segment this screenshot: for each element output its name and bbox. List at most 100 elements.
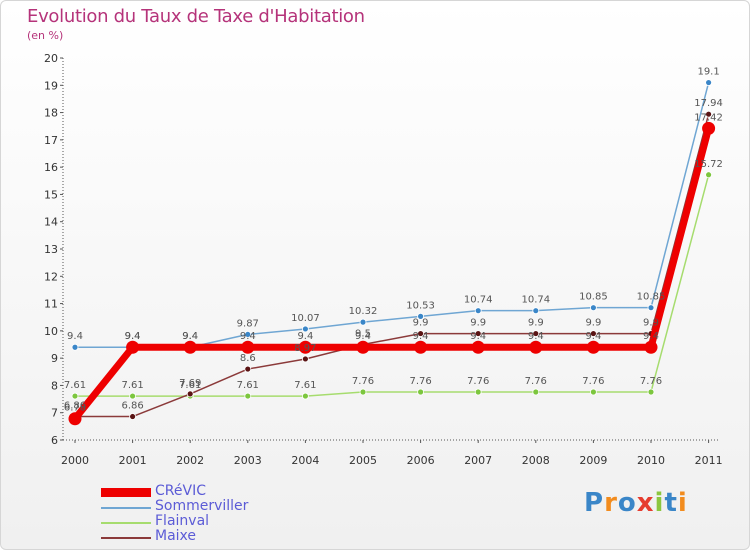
- y-tick-label: 14: [44, 216, 58, 229]
- data-point-maixe: [129, 413, 137, 420]
- data-label-flainval: 7.61: [237, 380, 259, 391]
- x-tick-label: 2004: [291, 454, 319, 467]
- data-label-sommerviller: 10.74: [464, 295, 493, 306]
- y-tick-label: 18: [44, 107, 58, 120]
- data-point-flainval: [705, 171, 712, 179]
- x-tick-label: 2010: [637, 454, 665, 467]
- y-tick-label: 9: [51, 352, 58, 365]
- y-tick-label: 12: [44, 270, 58, 283]
- legend-swatch: [101, 488, 151, 497]
- data-label-crevic: 9.4: [240, 331, 256, 342]
- data-point-flainval: [129, 392, 137, 400]
- data-point-maixe: [417, 330, 425, 337]
- series-maixe: [71, 110, 712, 420]
- data-point-crevic: [414, 340, 428, 354]
- data-label-maixe: 7.69: [179, 378, 201, 389]
- data-label-flainval: 7.76: [640, 376, 662, 387]
- x-tick-label: 2008: [522, 454, 550, 467]
- data-point-crevic: [471, 340, 485, 354]
- chart-axes: 6 7 8 9 10 11 12 13 14 15 16 17 18 19 20 2000 2001 2002 20…: [44, 52, 723, 467]
- data-point-maixe: [186, 390, 194, 398]
- data-label-crevic: 9.4: [643, 331, 659, 342]
- y-tick-label: 7: [51, 407, 58, 420]
- chart-title: Evolution du Taux de Taxe d'Habitation: [27, 6, 365, 27]
- data-label-flainval: 7.76: [409, 376, 431, 387]
- data-label-sommerviller: 10.74: [521, 295, 550, 306]
- data-label-sommerviller: 9.4: [125, 331, 141, 342]
- data-point-flainval: [359, 388, 367, 396]
- y-tick-label: 15: [44, 188, 58, 201]
- data-point-maixe: [244, 365, 252, 373]
- data-label-sommerviller: 9.87: [237, 318, 259, 329]
- data-label-maixe: 9.9: [413, 318, 429, 329]
- data-point-maixe: [590, 330, 597, 337]
- data-label-crevic: 9.4: [125, 331, 141, 342]
- data-label-maixe: 9.5: [355, 329, 371, 340]
- data-point-sommerviller: [532, 307, 540, 315]
- data-point-maixe: [532, 330, 540, 337]
- data-label-maixe: 8.97: [294, 343, 316, 354]
- series-line-sommerviller: [74, 81, 710, 348]
- data-point-sommerviller: [359, 318, 367, 326]
- x-tick-label: 2003: [234, 454, 262, 467]
- data-label-sommerviller: 9.4: [182, 331, 198, 342]
- x-tick-label: 2005: [349, 454, 377, 467]
- data-labels-layer: 9.4 9.4 9.4 9.87 10.07 10.32 10.53 10.74 10.74 10…: [64, 67, 723, 414]
- data-label-crevic: 9.4: [585, 331, 601, 342]
- data-point-sommerviller: [647, 304, 655, 312]
- x-tick-label: 2009: [579, 454, 607, 467]
- series-line-crevic: [71, 124, 713, 423]
- data-label-sommerviller: 10.07: [291, 313, 320, 324]
- data-label-flainval: 7.76: [352, 376, 374, 387]
- data-label-flainval: 7.76: [525, 376, 547, 387]
- data-label-flainval: 7.76: [467, 376, 489, 387]
- x-tick-label: 2011: [695, 454, 723, 467]
- logo-letter: i: [654, 488, 665, 518]
- data-label-maixe: 17.94: [694, 98, 723, 109]
- y-tick-label: 16: [44, 161, 58, 174]
- data-label-maixe: 9.9: [585, 318, 601, 329]
- data-label-sommerviller: 10.32: [349, 306, 378, 317]
- data-point-flainval: [474, 388, 482, 396]
- data-label-flainval: 7.61: [121, 380, 143, 391]
- data-label-sommerviller: 10.85: [579, 292, 608, 303]
- data-label-maixe: 9.9: [528, 318, 544, 329]
- data-label-crevic: 9.4: [528, 331, 544, 342]
- y-tick-label: 8: [51, 379, 58, 392]
- data-label-crevic: 9.4: [297, 331, 313, 342]
- logo-letter: x: [636, 488, 655, 518]
- data-label-flainval: 7.76: [582, 376, 604, 387]
- data-point-crevic: [644, 340, 658, 354]
- data-label-flainval: 7.61: [179, 380, 201, 391]
- data-point-crevic: [702, 121, 716, 135]
- data-point-flainval: [301, 392, 309, 400]
- data-point-flainval: [71, 392, 79, 400]
- data-point-crevic: [356, 340, 370, 354]
- data-label-maixe: 6.86: [64, 401, 86, 412]
- y-tick-label: 13: [44, 243, 58, 256]
- data-point-sommerviller: [474, 307, 482, 315]
- data-point-maixe: [301, 355, 309, 363]
- data-point-maixe: [474, 330, 482, 337]
- legend-swatch: [101, 537, 151, 539]
- data-point-crevic: [183, 340, 197, 354]
- legend-label: Maixe: [155, 528, 197, 544]
- x-tick-label: 2000: [61, 454, 89, 467]
- logo-letter: t: [664, 488, 678, 518]
- y-tick-label: 10: [44, 325, 58, 338]
- legend-swatch: [101, 507, 151, 509]
- data-label-sommerviller: 9.4: [67, 331, 83, 342]
- data-label-flainval: 15.72: [694, 159, 723, 170]
- data-label-maixe: 9.9: [470, 318, 486, 329]
- data-label-maixe: 8.6: [240, 353, 256, 364]
- data-label-crevic: 9.4: [470, 331, 486, 342]
- data-label-sommerviller: 10.53: [406, 300, 435, 311]
- data-label-maixe: 6.86: [121, 401, 143, 412]
- y-unit-label: (en %): [27, 29, 64, 42]
- x-tick-label: 2002: [176, 454, 204, 467]
- y-tick-label: 6: [51, 434, 58, 447]
- y-tick-label: 17: [44, 134, 58, 147]
- data-point-sommerviller: [417, 312, 425, 320]
